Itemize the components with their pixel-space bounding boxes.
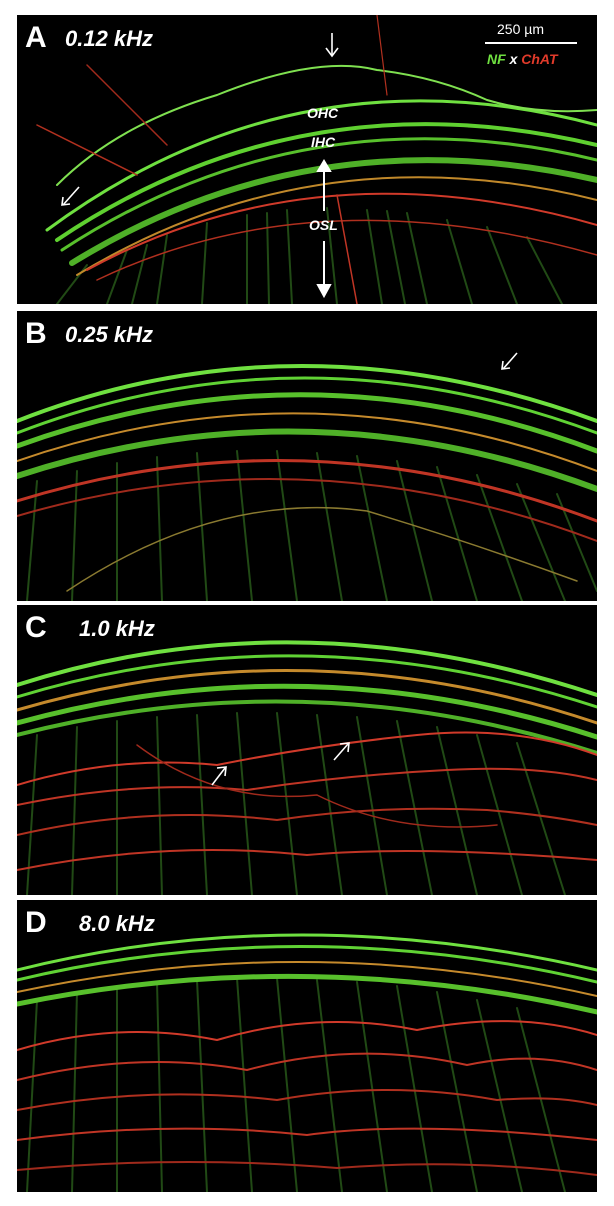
panel-letter: B [25, 317, 47, 350]
ihc-label: IHC [311, 134, 336, 150]
scale-bar-label: 250 µm [497, 21, 544, 37]
annotations-c [211, 742, 350, 786]
frequency-label: 0.12 kHz [65, 26, 154, 51]
micrograph-b [17, 364, 597, 601]
panel-a: A 0.12 kHz OHC IHC OSL 250 µm NF x ChAT [17, 15, 597, 304]
arrow-icon [61, 186, 80, 206]
micrograph-d [17, 933, 597, 1192]
frequency-label: 0.25 kHz [65, 322, 154, 347]
legend-chat: ChAT [521, 51, 558, 67]
legend-nf: NF [487, 51, 506, 67]
frequency-label: 8.0 kHz [79, 911, 155, 936]
panel-b: B 0.25 kHz [17, 311, 597, 601]
arrow-icon [211, 766, 227, 786]
double-arrow-icon [316, 159, 332, 299]
ohc-label: OHC [307, 105, 339, 121]
micrograph-a [36, 15, 597, 304]
frequency-label: 1.0 kHz [79, 616, 155, 641]
annotations-a [61, 33, 339, 299]
panel-letter: C [25, 611, 47, 644]
micrograph-c [17, 640, 597, 895]
panel-d: D 8.0 kHz [17, 900, 597, 1192]
scale-bar [485, 42, 577, 44]
panel-letter: D [25, 906, 47, 939]
osl-label: OSL [309, 217, 338, 233]
panel-c: C 1.0 kHz [17, 605, 597, 895]
annotations-b [501, 352, 518, 370]
legend-x: x [509, 51, 518, 67]
arrow-icon [501, 352, 518, 370]
arrow-icon [325, 33, 339, 58]
panel-letter: A [25, 21, 47, 54]
stain-legend: NF x ChAT [487, 51, 558, 67]
arrow-icon [333, 742, 350, 761]
